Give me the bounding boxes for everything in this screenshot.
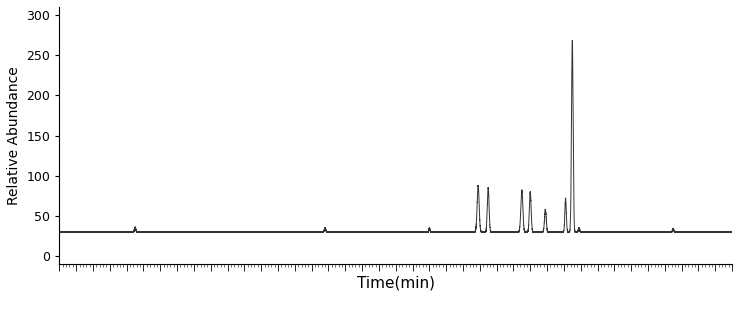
Y-axis label: Relative Abundance: Relative Abundance xyxy=(7,66,21,205)
X-axis label: Time(min): Time(min) xyxy=(357,275,435,290)
